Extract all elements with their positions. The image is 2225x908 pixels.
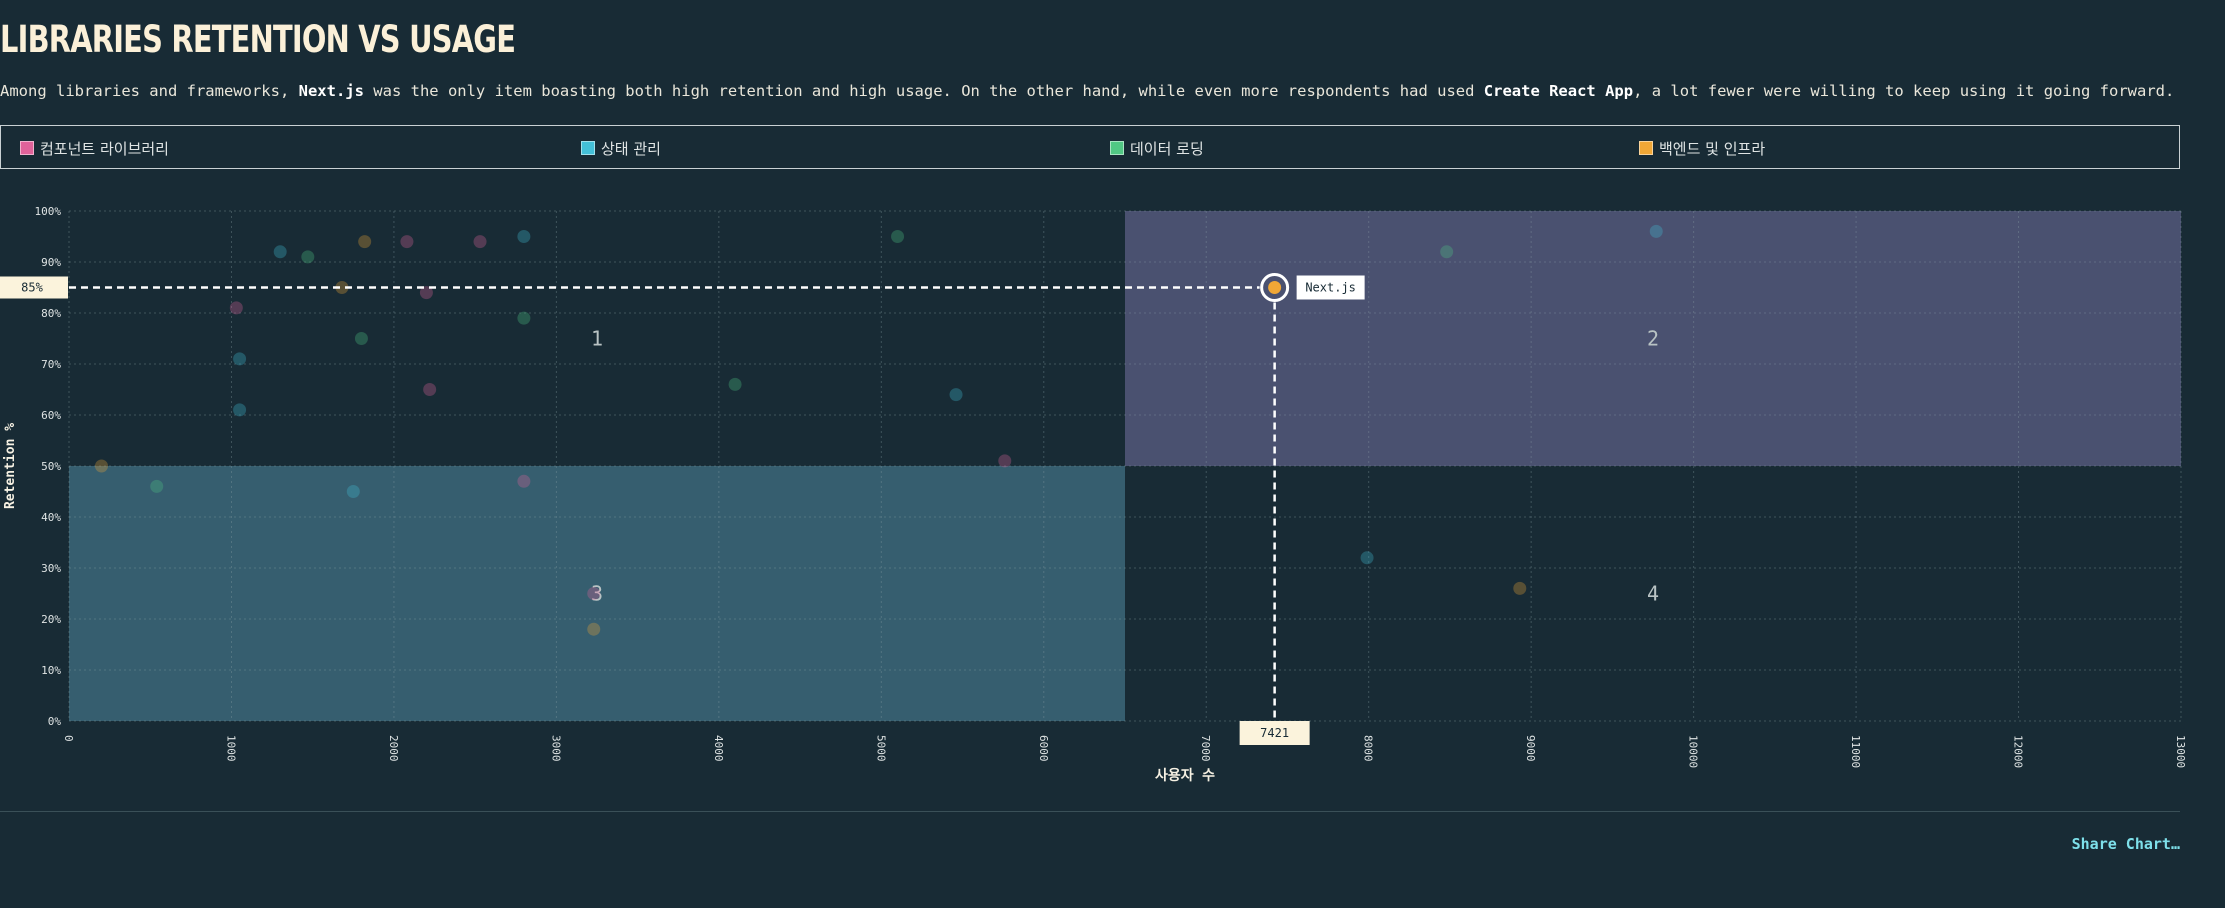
description-highlight-nextjs: Next.js: [298, 82, 364, 100]
x-tick-label: 13000: [2174, 735, 2187, 768]
quadrant-label: 3: [591, 582, 603, 606]
data-point: [1440, 245, 1454, 259]
y-tick-label: 80%: [41, 307, 61, 320]
data-point: [891, 230, 905, 243]
highlight-name-tooltip-box: [1296, 275, 1365, 300]
x-tick-label: 2000: [387, 735, 400, 762]
x-axis-title: 사용자 수: [1155, 768, 1215, 784]
data-point: [1649, 224, 1663, 238]
data-point: [1360, 551, 1374, 565]
chart-title: Libraries Retention vs Usage: [0, 18, 516, 61]
x-tick-label: 5000: [874, 735, 887, 762]
y-tick-label: 40%: [41, 511, 61, 524]
y-tick-label: 50%: [41, 460, 61, 473]
data-point: [400, 235, 414, 249]
quadrant-4-area: [1125, 466, 2181, 721]
legend-item-component-libraries[interactable]: 컴포넌트 라이브러리: [20, 126, 169, 170]
quadrant-3-area: [69, 466, 1125, 721]
quadrant-label: 2: [1647, 327, 1659, 351]
quadrant-2-area: [1125, 211, 2181, 466]
data-point: [587, 622, 601, 636]
description-text-2: was the only item boasting both high ret…: [363, 82, 1484, 100]
highlight-name-tooltip: Next.js: [1305, 281, 1356, 295]
y-tick-label: 0%: [48, 715, 62, 728]
x-tick-label: 11000: [1849, 735, 1862, 768]
data-point: [335, 281, 349, 294]
x-tick-label: 4000: [712, 735, 725, 762]
x-tick-label: 0: [62, 735, 75, 742]
data-point: [346, 485, 360, 498]
data-point: [587, 587, 601, 600]
x-tick-label: 6000: [1037, 735, 1050, 762]
quadrant-label: 4: [1647, 582, 1659, 606]
data-point: [233, 403, 247, 417]
data-point: [229, 301, 243, 315]
legend-item-backend-infra[interactable]: 백엔드 및 인프라: [1639, 126, 1765, 170]
description-highlight-cra: Create React App: [1483, 82, 1634, 100]
footer-divider: [0, 811, 2180, 812]
data-point: [473, 235, 487, 249]
legend-swatch: [581, 141, 595, 155]
y-tick-label: 90%: [41, 256, 61, 269]
data-point: [517, 474, 531, 488]
legend-label: 데이터 로딩: [1130, 139, 1204, 158]
y-tick-label: 100%: [35, 205, 62, 218]
quadrant-1-area: [69, 211, 1125, 466]
y-tick-label: 20%: [41, 613, 61, 626]
legend-swatch: [1639, 141, 1653, 155]
x-tick-label: 8000: [1362, 735, 1375, 762]
highlight-y-label-box: [0, 276, 68, 299]
legend-label: 컴포넌트 라이브러리: [40, 139, 169, 158]
x-tick-label: 9000: [1524, 735, 1537, 762]
data-point: [150, 479, 164, 493]
scatter-chart: 1 23 40%10%20%30%40%50%60%70%80%90%100%0 10…: [0, 205, 2187, 784]
legend-swatch: [1110, 141, 1124, 155]
highlight-point-ring: [1260, 273, 1290, 302]
y-axis-title: Retention %: [3, 423, 18, 509]
legend: 컴포넌트 라이브러리 상태 관리 데이터 로딩 백엔드 및 인프라: [0, 125, 2180, 169]
legend-item-data-loading[interactable]: 데이터 로딩: [1110, 126, 1204, 170]
highlight-x-label-box: [1239, 721, 1310, 745]
data-point: [94, 459, 108, 473]
highlight-y-label: 85%: [21, 281, 43, 295]
data-point: [517, 230, 531, 243]
data-point: [273, 245, 287, 259]
x-tick-label: 12000: [2012, 735, 2025, 768]
legend-label: 백엔드 및 인프라: [1659, 139, 1766, 158]
data-point: [301, 250, 315, 264]
x-tick-label: 10000: [1687, 735, 1700, 768]
data-point: [1513, 581, 1527, 595]
data-point: [728, 377, 742, 391]
legend-label: 상태 관리: [601, 139, 661, 158]
y-tick-label: 30%: [41, 562, 61, 575]
data-point: [419, 286, 433, 300]
data-point: [358, 235, 372, 249]
data-point: [998, 454, 1012, 468]
data-point: [949, 388, 963, 402]
x-tick-label: 3000: [549, 735, 562, 762]
description-text-3: , a lot fewer were willing to keep using…: [1633, 82, 2175, 100]
y-tick-label: 70%: [41, 358, 61, 371]
legend-item-state-management[interactable]: 상태 관리: [581, 126, 661, 170]
highlight-point: [1268, 281, 1282, 294]
description-text-1: Among libraries and frameworks,: [0, 82, 299, 100]
chart-description: Among libraries and frameworks, Next.js …: [0, 82, 2200, 100]
x-tick-label: 7000: [1199, 735, 1212, 762]
share-chart-button[interactable]: Share Chart…: [2071, 835, 2180, 853]
y-tick-label: 60%: [41, 409, 61, 422]
data-point: [354, 332, 368, 345]
quadrant-label: 1: [591, 327, 603, 351]
legend-swatch: [20, 141, 34, 155]
data-point: [423, 383, 437, 396]
x-tick-label: 1000: [224, 735, 237, 762]
data-point: [517, 311, 531, 325]
data-point: [233, 352, 247, 366]
highlight-x-label: 7421: [1260, 726, 1289, 740]
y-tick-label: 10%: [41, 664, 61, 677]
